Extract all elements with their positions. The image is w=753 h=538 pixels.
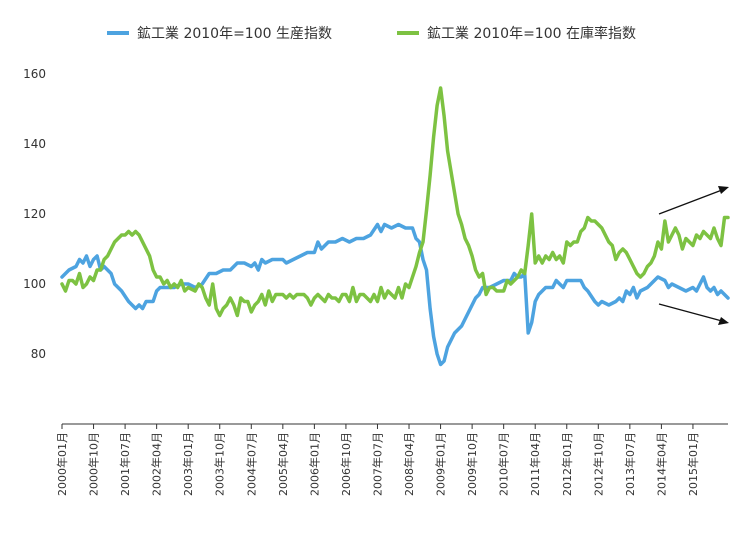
x-tick-label: 2004年07月 (244, 432, 258, 496)
y-axis: 80 100 120 140 160 (23, 67, 46, 361)
x-tick-label: 2006年01月 (307, 432, 321, 496)
x-tick-label: 2009年10月 (465, 432, 479, 496)
x-tick-label: 2003年10月 (213, 432, 227, 496)
x-tick-label: 2010年07月 (497, 432, 511, 496)
trend-arrow-down (658, 303, 723, 322)
x-tick-label: 2006年10月 (339, 432, 353, 496)
series-line-production (60, 222, 730, 367)
x-tick-label: 2000年01月 (55, 432, 69, 496)
series-line-inventory (60, 86, 730, 318)
x-tick-label: 2003年01月 (181, 432, 195, 496)
y-tick-label: 160 (23, 67, 46, 81)
x-axis: 2000年01月 2000年10月 2001年07月 2002年04月 2003年01月… (55, 424, 700, 496)
x-tick-label: 2000年10月 (87, 432, 101, 496)
x-tick-label: 2001年07月 (118, 432, 132, 496)
x-tick-label: 2009年01月 (434, 432, 448, 496)
legend-label-inventory: 鉱工業 2010年=100 在庫率指数 (427, 25, 636, 42)
x-tick-label: 2012年01月 (560, 432, 574, 496)
x-tick-label: 2005年04月 (276, 432, 290, 496)
x-tick-label: 2014年04月 (654, 432, 668, 496)
y-tick-label: 140 (23, 137, 46, 151)
trend-arrows (658, 186, 729, 325)
legend: 鉱工業 2010年=100 生産指数 鉱工業 2010年=100 在庫率指数 (107, 25, 636, 42)
x-tick-label: 2007年07月 (370, 432, 384, 496)
trend-arrow-up-head (718, 186, 729, 194)
series-layer (60, 86, 730, 367)
x-tick-label: 2012年10月 (591, 432, 605, 496)
legend-label-production: 鉱工業 2010年=100 生産指数 (137, 25, 332, 42)
x-tick-label: 2011年04月 (528, 432, 542, 496)
y-tick-label: 80 (31, 347, 46, 361)
y-tick-label: 100 (23, 277, 46, 291)
x-tick-label: 2008年04月 (402, 432, 416, 496)
x-tick-label: 2013年07月 (623, 432, 637, 496)
trend-arrow-up (658, 189, 723, 215)
y-tick-label: 120 (23, 207, 46, 221)
x-tick-label: 2015年01月 (686, 432, 700, 496)
trend-arrow-down-head (718, 317, 729, 325)
x-tick-label: 2002年04月 (150, 432, 164, 496)
